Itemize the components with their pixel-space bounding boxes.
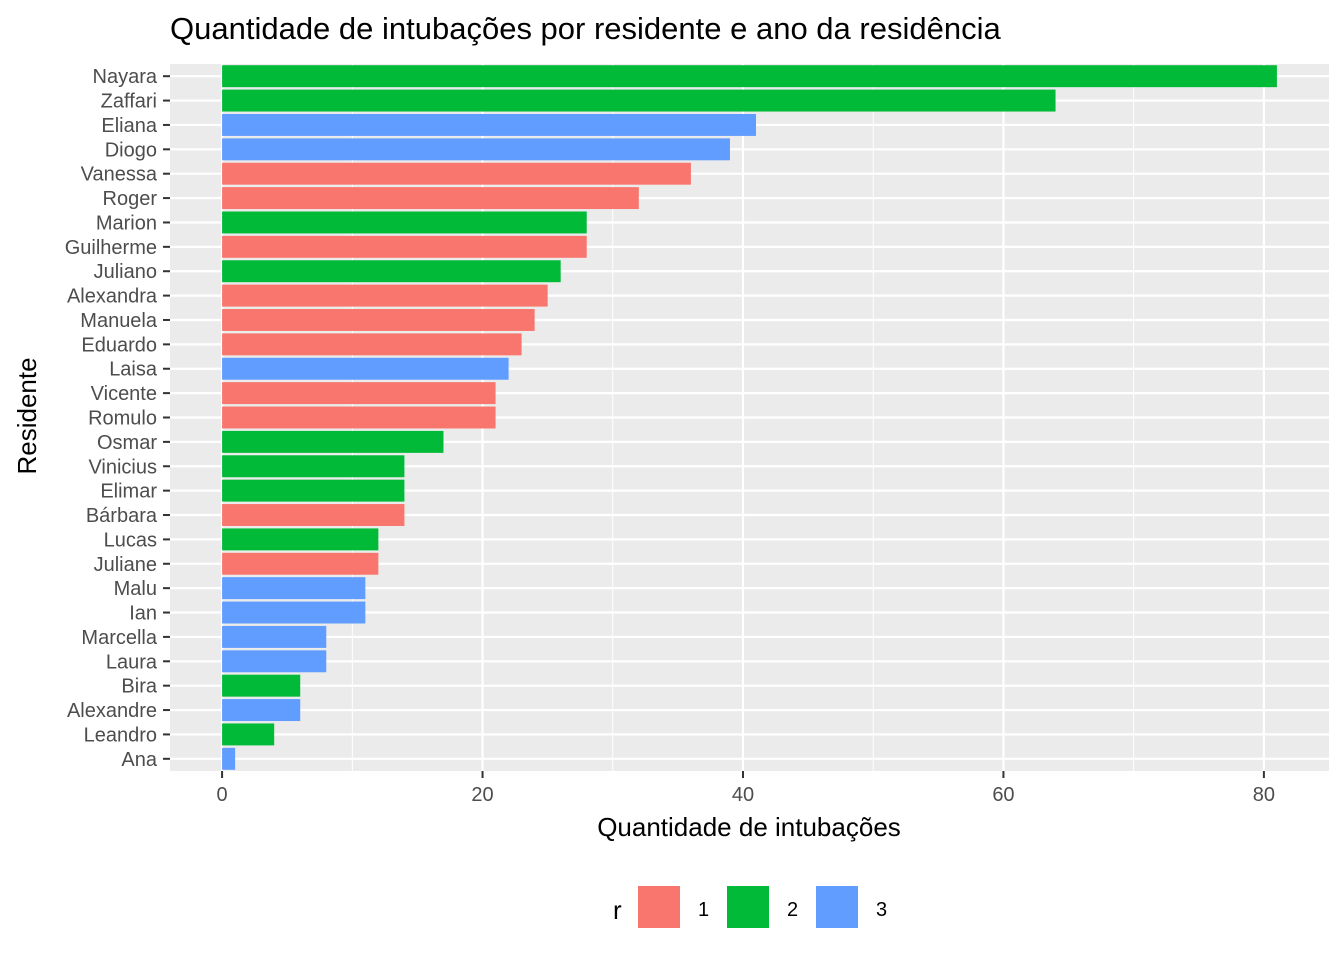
y-tick-label: Bárbara — [86, 505, 158, 527]
bar-juliano — [222, 260, 561, 283]
y-tick-label: Bira — [121, 676, 157, 698]
bar-roger — [222, 187, 639, 210]
bar-zaffari — [222, 89, 1056, 112]
bar-vanessa — [222, 162, 691, 185]
bar-laisa — [222, 357, 509, 380]
bars — [222, 65, 1277, 770]
bar-manuela — [222, 309, 535, 331]
y-tick-label: Marcella — [81, 627, 157, 649]
x-tick-label: 20 — [471, 784, 493, 806]
y-tick-label: Marion — [96, 212, 157, 234]
bar-ana — [222, 747, 236, 770]
bar-diogo — [222, 138, 730, 161]
y-tick-label: Ana — [121, 749, 157, 771]
bar-romulo — [222, 406, 496, 429]
bar-vinicius — [222, 455, 405, 478]
legend-label-1: 1 — [698, 899, 709, 921]
bar-bárbara — [222, 504, 405, 526]
y-tick-label: Alexandre — [67, 700, 157, 722]
legend-label-3: 3 — [876, 899, 887, 921]
bar-alexandra — [222, 284, 548, 307]
y-axis-title: Residente — [12, 357, 42, 474]
y-tick-label: Alexandra — [67, 286, 158, 308]
bar-juliane — [222, 552, 379, 575]
legend-swatch-3 — [816, 886, 858, 928]
y-tick-label: Diogo — [105, 139, 157, 161]
y-tick-label: Nayara — [93, 66, 158, 88]
y-tick-label: Elimar — [100, 481, 157, 503]
x-tick-label: 60 — [992, 784, 1014, 806]
bar-marion — [222, 211, 587, 234]
bar-eduardo — [222, 333, 522, 356]
y-tick-label: Roger — [103, 188, 158, 210]
bar-marcella — [222, 625, 327, 648]
bar-laura — [222, 650, 327, 673]
y-tick-label: Zaffari — [101, 91, 157, 113]
y-tick-label: Vinicius — [88, 456, 157, 478]
y-tick-label: Juliane — [94, 554, 157, 576]
y-tick-label: Lucas — [104, 529, 157, 551]
y-tick-label: Manuela — [80, 310, 158, 332]
legend-swatch-1 — [638, 886, 680, 928]
bar-osmar — [222, 430, 444, 453]
bar-eliana — [222, 113, 757, 136]
x-tick-label: 80 — [1253, 784, 1275, 806]
bar-alexandre — [222, 699, 301, 722]
y-tick-label: Osmar — [97, 432, 157, 454]
y-tick-label: Eliana — [101, 115, 157, 137]
bar-guilherme — [222, 235, 587, 258]
y-tick-label: Leandro — [84, 724, 157, 746]
legend-label-2: 2 — [787, 899, 798, 921]
y-tick-label: Ian — [129, 603, 157, 625]
bar-malu — [222, 577, 366, 600]
bar-lucas — [222, 528, 379, 551]
bar-vicente — [222, 382, 496, 405]
y-tick-label: Vanessa — [81, 164, 158, 186]
chart-title: Quantidade de intubações por residente e… — [170, 11, 1001, 46]
bar-bira — [222, 674, 301, 697]
y-tick-label: Laura — [106, 651, 158, 673]
y-tick-label: Juliano — [94, 261, 157, 283]
y-tick-label: Eduardo — [81, 334, 157, 356]
legend-swatch-2 — [727, 886, 769, 928]
x-tick-label: 40 — [732, 784, 754, 806]
y-tick-label: Vicente — [91, 383, 157, 405]
bar-ian — [222, 601, 366, 624]
legend: r 1 2 3 — [613, 886, 887, 928]
bar-leandro — [222, 723, 275, 746]
y-tick-label: Malu — [114, 578, 157, 600]
x-tick-label: 0 — [217, 784, 228, 806]
y-tick-label: Laisa — [109, 359, 158, 381]
x-axis-title: Quantidade de intubações — [597, 812, 901, 842]
y-tick-label: Romulo — [88, 408, 157, 430]
y-tick-label: Guilherme — [65, 237, 157, 259]
bar-nayara — [222, 65, 1277, 88]
legend-title: r — [613, 895, 622, 925]
bar-elimar — [222, 479, 405, 502]
x-axis: 0 20 40 60 80 — [217, 771, 1275, 806]
